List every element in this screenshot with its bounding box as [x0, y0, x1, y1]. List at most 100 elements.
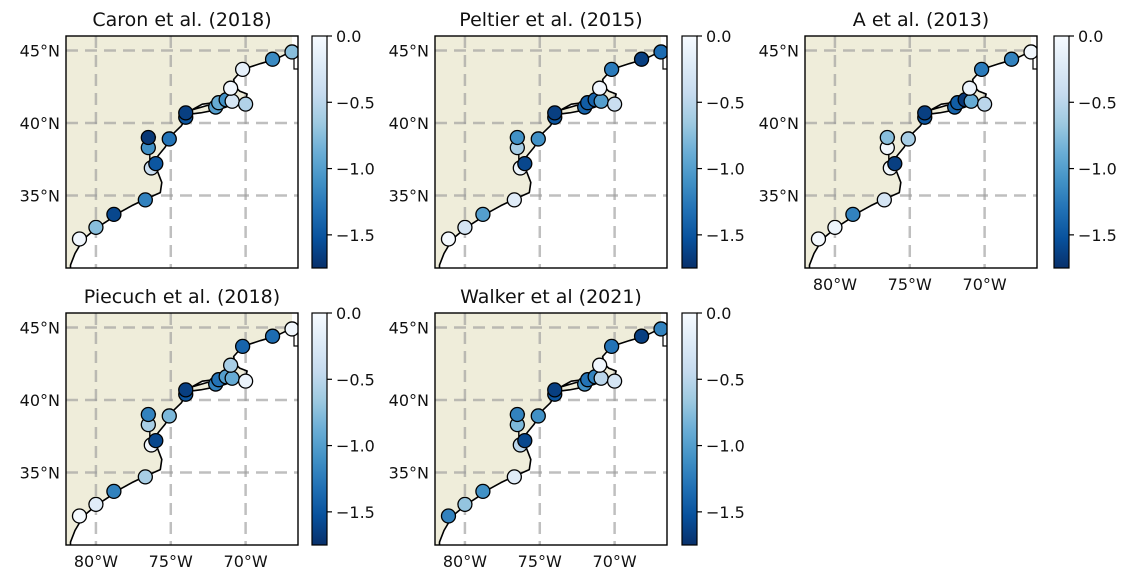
- station-marker: [148, 432, 164, 449]
- lat-tick-label: 35°N: [389, 464, 429, 483]
- station-marker: [509, 406, 525, 423]
- colorbar-tick-label: −1.0: [706, 437, 745, 456]
- station-marker: [137, 192, 153, 208]
- station-marker: [237, 96, 254, 112]
- station-marker: [234, 61, 251, 77]
- station-marker: [264, 328, 281, 344]
- colorbar-tick-label: −1.5: [1078, 226, 1117, 245]
- station-marker: [224, 93, 240, 109]
- lon-tick-label: 80°W: [74, 552, 118, 571]
- station-marker: [963, 93, 979, 109]
- station-marker: [591, 80, 608, 96]
- station-marker: [88, 219, 104, 236]
- station-marker: [900, 131, 916, 147]
- lat-tick-label: 40°N: [389, 114, 429, 133]
- lat-tick-label: 35°N: [20, 464, 60, 483]
- panel-title: Piecuch et al. (2018): [84, 286, 280, 308]
- colorbar-tick-label: −0.5: [706, 93, 745, 112]
- map-panel-a: A et al. (2013) 35°N 40°N 45°N 80°W 75°W 70°W 0…: [759, 9, 1117, 294]
- station-marker: [879, 129, 895, 146]
- station-marker: [827, 219, 843, 236]
- station-marker: [237, 373, 254, 389]
- lat-tick-label: 35°N: [389, 187, 429, 206]
- station-marker: [547, 105, 563, 121]
- station-marker: [653, 44, 667, 60]
- station-marker: [224, 370, 240, 386]
- station-marker: [1003, 51, 1020, 67]
- station-marker: [222, 80, 239, 96]
- colorbar-gradient: [681, 35, 698, 269]
- colorbar-tick-label: −1.0: [706, 160, 745, 179]
- colorbar-tick-label: −1.5: [336, 503, 375, 522]
- lat-tick-label: 45°N: [759, 42, 799, 61]
- colorbar-tick-label: 0.0: [1078, 27, 1103, 46]
- station-marker: [530, 408, 546, 424]
- station-marker: [810, 231, 827, 247]
- panel-title: Peltier et al. (2015): [459, 9, 642, 31]
- colorbar-tick-label: −1.5: [336, 226, 375, 245]
- station-marker: [876, 192, 892, 208]
- station-marker: [593, 370, 609, 386]
- panel-title: Caron et al. (2018): [92, 9, 271, 31]
- colorbar-gradient: [311, 35, 328, 269]
- station-marker: [509, 129, 525, 146]
- lon-tick-label: 75°W: [149, 552, 193, 571]
- lat-tick-label: 35°N: [759, 187, 799, 206]
- colorbar-tick-label: −0.5: [336, 93, 375, 112]
- station-marker: [148, 155, 164, 172]
- colorbar-tick-label: −1.0: [336, 437, 375, 456]
- map-panel-peltier: Peltier et al. (2015) 35°N 40°N 45°N 0.0 −0.5…: [389, 9, 745, 269]
- station-marker: [440, 508, 457, 524]
- station-marker: [887, 155, 903, 172]
- colorbar: 0.0 −0.5 −1.0 −1.5: [311, 27, 375, 269]
- station-marker: [517, 155, 533, 172]
- lon-tick-label: 75°W: [888, 275, 932, 294]
- colorbar-tick-label: −0.5: [1078, 93, 1117, 112]
- station-marker: [606, 373, 623, 389]
- station-marker: [603, 61, 620, 77]
- station-marker: [178, 105, 194, 121]
- colorbar-gradient: [311, 312, 328, 546]
- lat-tick-label: 40°N: [20, 391, 60, 410]
- station-marker: [234, 338, 251, 355]
- colorbar-tick-label: 0.0: [706, 304, 731, 323]
- colorbar: 0.0 −0.5 −1.0 −1.5: [681, 27, 745, 269]
- lat-tick-label: 40°N: [759, 114, 799, 133]
- station-marker: [457, 496, 473, 513]
- lat-tick-label: 35°N: [20, 187, 60, 206]
- map-frame: [65, 35, 299, 269]
- station-marker: [106, 483, 122, 500]
- station-marker: [606, 96, 623, 112]
- colorbar-tick-label: −1.0: [1078, 160, 1117, 179]
- lon-tick-label: 70°W: [593, 552, 637, 571]
- station-marker: [71, 508, 88, 524]
- station-marker: [284, 321, 298, 337]
- station-marker: [506, 192, 522, 208]
- colorbar: 0.0 −0.5 −1.0 −1.5: [311, 304, 375, 546]
- station-marker: [88, 496, 104, 513]
- station-marker: [506, 469, 522, 485]
- colorbar-tick-label: 0.0: [706, 27, 731, 46]
- lat-tick-label: 40°N: [20, 114, 60, 133]
- colorbar-tick-label: −1.0: [336, 160, 375, 179]
- station-marker: [440, 231, 457, 247]
- station-marker: [917, 105, 933, 121]
- station-marker: [71, 231, 88, 247]
- station-marker: [530, 131, 546, 147]
- lon-tick-label: 70°W: [224, 552, 268, 571]
- station-marker: [633, 51, 650, 67]
- station-marker: [973, 61, 990, 77]
- station-marker: [603, 338, 620, 355]
- station-marker: [475, 483, 491, 500]
- lat-tick-label: 45°N: [389, 42, 429, 61]
- map-frame: [434, 312, 668, 546]
- station-marker: [653, 321, 667, 337]
- lon-tick-label: 80°W: [443, 552, 487, 571]
- station-marker: [284, 44, 298, 60]
- station-marker: [161, 131, 177, 147]
- colorbar-tick-label: −0.5: [706, 370, 745, 389]
- map-panel-walker: Walker et al (2021) 35°N 40°N 45°N 80°W 75°W 7…: [389, 286, 745, 571]
- panel-title: A et al. (2013): [853, 9, 989, 31]
- map-frame: [65, 312, 299, 546]
